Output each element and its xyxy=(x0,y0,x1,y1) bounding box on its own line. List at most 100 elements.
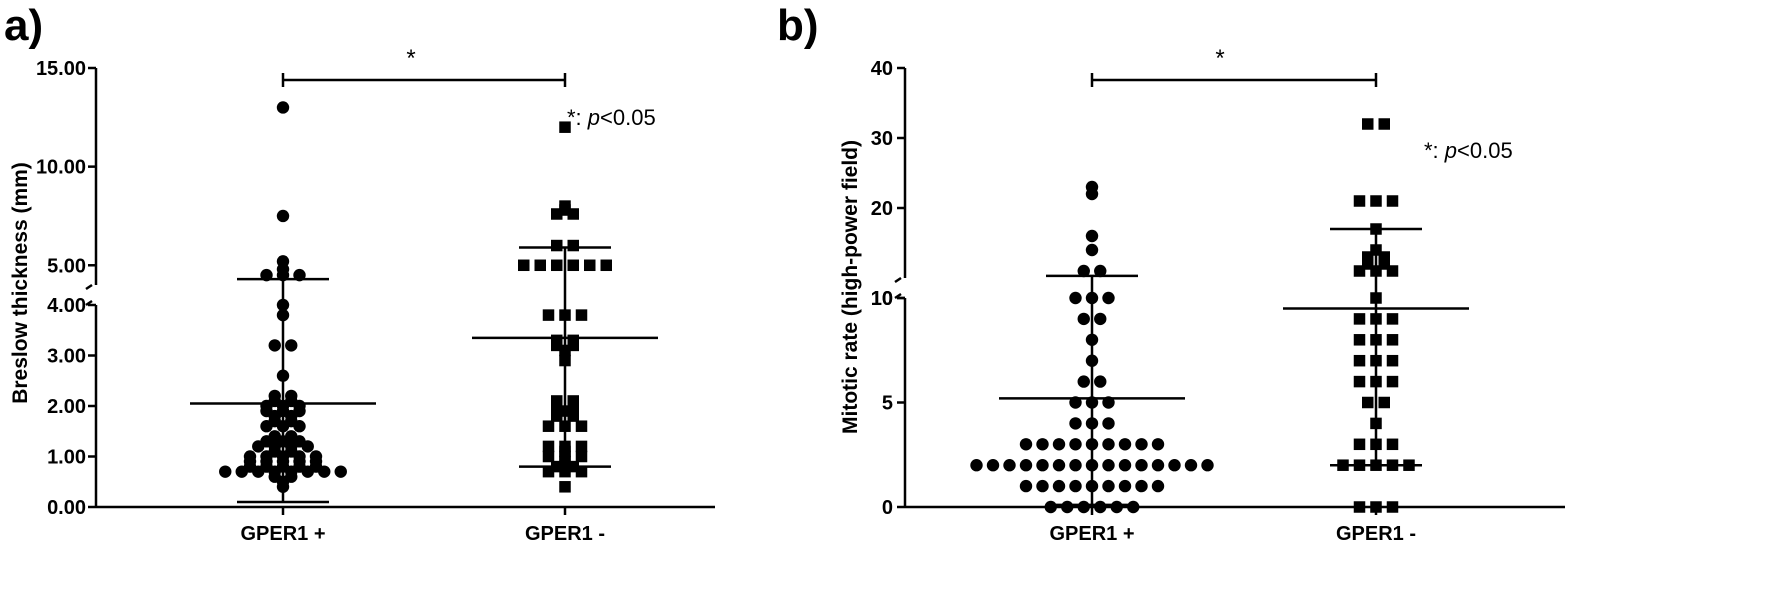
data-point-b xyxy=(1370,313,1382,325)
y-tick-label-b: 30 xyxy=(871,128,893,150)
data-point-b xyxy=(1019,479,1033,493)
y-tick-label-a: 0.00 xyxy=(47,497,86,519)
x-category-label-gper1-neg-a: GPER1 - xyxy=(525,523,605,545)
data-point-b xyxy=(1085,479,1099,493)
data-point-a xyxy=(567,410,579,422)
data-point-b xyxy=(1127,500,1140,514)
data-point-b xyxy=(1069,396,1082,409)
data-point-a xyxy=(243,450,257,463)
data-point-a xyxy=(559,354,571,367)
data-point-b xyxy=(1085,180,1099,194)
data-point-b xyxy=(1036,438,1049,451)
data-point-a xyxy=(542,420,555,432)
data-point-b xyxy=(1135,479,1148,493)
data-point-b xyxy=(1077,312,1090,326)
data-point-a xyxy=(551,334,563,347)
y-tick-label-a: 2.00 xyxy=(47,396,86,418)
data-point-a xyxy=(567,239,579,252)
data-point-b xyxy=(1151,479,1165,493)
data-point-a xyxy=(219,465,232,478)
data-point-b xyxy=(1102,396,1115,409)
axis-break-mark-a xyxy=(85,299,93,307)
axis-break-mark-b xyxy=(894,292,902,300)
data-point-b xyxy=(1370,195,1382,207)
points-b xyxy=(970,118,1415,514)
data-point-b xyxy=(1069,459,1082,472)
data-point-a xyxy=(575,465,588,478)
data-point-a xyxy=(276,255,290,268)
data-point-a xyxy=(276,101,290,114)
data-point-b xyxy=(1110,500,1123,514)
data-point-b xyxy=(1370,223,1382,235)
data-point-b xyxy=(1151,459,1165,472)
data-point-b xyxy=(1019,459,1033,472)
data-point-b xyxy=(1019,438,1033,451)
y-axis-title-b: Mitotic rate (high-power field) xyxy=(839,140,862,434)
p-value-note-b: *: p<0.05 xyxy=(1424,138,1513,163)
y-tick-label-b: 40 xyxy=(871,58,893,80)
y-tick-label-a: 15.00 xyxy=(36,58,86,80)
data-point-b xyxy=(1085,333,1099,346)
data-point-b xyxy=(1085,229,1099,243)
data-point-b xyxy=(1052,459,1066,472)
panel-label-b: b) xyxy=(777,1,819,50)
data-point-a xyxy=(567,395,579,407)
data-point-a xyxy=(260,268,273,282)
data-point-b xyxy=(1077,264,1090,278)
y-tick-label-a: 1.00 xyxy=(47,447,86,469)
data-point-a xyxy=(551,395,563,407)
data-point-a xyxy=(551,410,563,422)
data-point-a xyxy=(567,460,579,473)
data-point-b xyxy=(1353,459,1366,471)
data-point-a xyxy=(575,450,588,463)
data-point-b xyxy=(1370,334,1382,346)
data-point-b xyxy=(1370,375,1382,388)
data-point-b xyxy=(1337,459,1349,471)
data-point-b xyxy=(1094,375,1107,388)
data-point-b xyxy=(1403,459,1415,471)
x-category-label-gper1-pos-b: GPER1 + xyxy=(1049,523,1134,545)
data-point-a xyxy=(600,259,612,272)
data-point-b xyxy=(1052,479,1066,493)
p-value-note-a: *: p<0.05 xyxy=(567,105,656,130)
x-category-label-gper1-pos-a: GPER1 + xyxy=(240,523,325,545)
data-point-b xyxy=(1168,459,1181,472)
data-point-b xyxy=(1362,396,1374,409)
points-a xyxy=(219,101,612,493)
y-tick-label-a: 5.00 xyxy=(47,255,86,277)
x-category-label-gper1-neg-b: GPER1 - xyxy=(1336,523,1416,545)
data-point-b xyxy=(1094,500,1107,514)
data-point-b xyxy=(1353,265,1366,277)
data-point-b xyxy=(1085,291,1099,305)
data-point-b xyxy=(1102,479,1115,493)
data-point-a xyxy=(567,208,579,220)
axis-break-mark-b xyxy=(894,276,902,284)
data-point-b xyxy=(1135,459,1148,472)
data-point-a xyxy=(575,309,588,321)
data-point-a xyxy=(559,481,571,493)
data-point-b xyxy=(1151,438,1165,451)
data-point-b xyxy=(1118,459,1132,472)
data-point-a xyxy=(559,440,571,453)
data-point-b xyxy=(1102,417,1115,430)
data-point-a xyxy=(285,430,298,443)
data-point-b xyxy=(1044,500,1057,514)
data-point-b xyxy=(1378,251,1390,263)
data-point-a xyxy=(518,259,530,272)
data-point-a xyxy=(534,259,546,272)
data-point-a xyxy=(567,334,579,347)
data-point-a xyxy=(293,268,306,282)
panel-b: b) Mitotic rate (high-power field) * *: … xyxy=(777,1,1565,545)
y-tick-label-b: 5 xyxy=(882,393,893,415)
data-point-b xyxy=(1370,265,1382,277)
data-point-a xyxy=(268,430,281,443)
data-point-b xyxy=(1386,501,1399,513)
data-point-a xyxy=(309,450,323,463)
data-point-a xyxy=(276,209,290,223)
data-point-b xyxy=(1353,354,1366,367)
y-tick-label-b: 0 xyxy=(882,497,893,519)
data-point-b xyxy=(1118,438,1132,451)
data-point-b xyxy=(1085,417,1099,430)
